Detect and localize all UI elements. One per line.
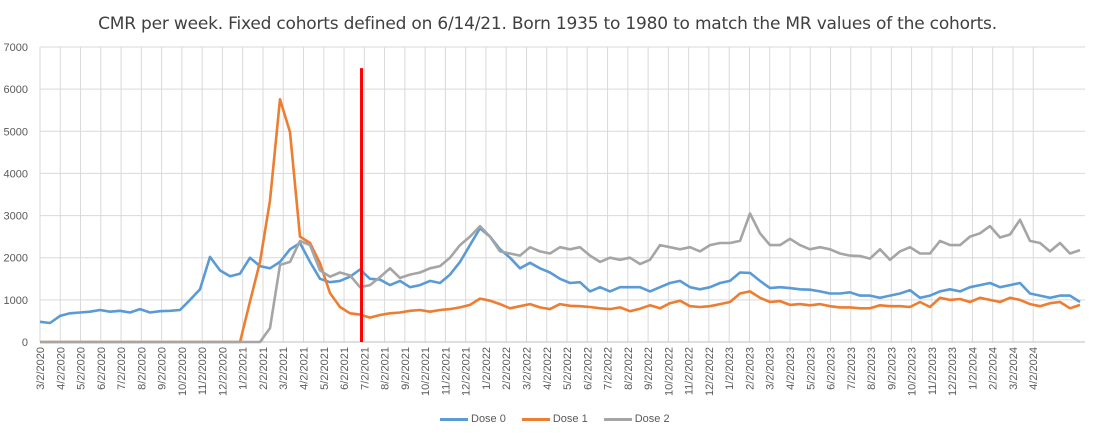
x-tick-label: 11/2/2023	[927, 347, 939, 395]
x-tick-label: 11/2/2022	[684, 347, 696, 395]
x-tick-label: 9/2/2022	[643, 347, 655, 390]
x-tick-label: 2/2/2023	[744, 347, 756, 390]
x-tick-label: 9/2/2021	[400, 347, 412, 390]
x-tick-label: 8/2/2020	[136, 347, 148, 390]
legend-item-dose-0: Dose 0	[440, 413, 506, 425]
x-tick-label: 10/2/2021	[420, 347, 432, 396]
legend-label: Dose 2	[634, 413, 670, 425]
x-tick-label: 5/2/2023	[805, 347, 817, 390]
x-tick-label: 3/2/2024	[1008, 347, 1020, 390]
legend-item-dose-1: Dose 1	[521, 413, 588, 425]
legend-swatch-dose-1	[521, 417, 550, 421]
x-tick-label: 11/2/2020	[197, 347, 209, 395]
legend-item-dose-2: Dose 2	[603, 413, 670, 425]
x-tick-label: 6/2/2023	[826, 347, 838, 390]
x-tick-label: 7/2/2021	[359, 347, 371, 390]
legend-label: Dose 1	[552, 413, 588, 425]
x-tick-label: 10/2/2020	[177, 347, 189, 396]
y-tick-label: 2000	[4, 253, 28, 265]
x-tick-label: 3/2/2022	[521, 347, 533, 390]
x-tick-label: 7/2/2022	[603, 347, 615, 390]
x-tick-label: 9/2/2020	[157, 347, 169, 390]
y-tick-label: 7000	[4, 42, 28, 54]
legend-swatch-dose-0	[440, 417, 468, 421]
x-tick-label: 6/2/2022	[582, 347, 594, 390]
x-tick-label: 6/2/2020	[96, 347, 108, 390]
x-tick-label: 12/2/2023	[947, 347, 959, 396]
x-tick-label: 1/2/2021	[238, 347, 250, 390]
gridlines	[39, 46, 1085, 343]
series-line-dose-0	[39, 226, 1081, 325]
x-tick-label: 12/2/2022	[704, 347, 716, 396]
x-tick-label: 2/2/2021	[258, 347, 270, 390]
x-tick-label: 6/2/2021	[339, 347, 351, 390]
x-tick-label: 4/2/2020	[55, 347, 67, 390]
x-tick-label: 3/2/2020	[35, 347, 47, 390]
legend-swatch-dose-2	[603, 417, 632, 421]
x-tick-label: 7/2/2023	[846, 347, 858, 390]
y-tick-label: 0	[22, 337, 28, 349]
x-tick-label: 9/2/2023	[886, 347, 898, 390]
x-tick-label: 5/2/2022	[562, 347, 574, 390]
x-tick-label: 8/2/2022	[623, 347, 635, 390]
x-tick-label: 8/2/2023	[866, 347, 878, 390]
x-tick-label: 12/2/2020	[217, 347, 229, 396]
x-tick-label: 8/2/2021	[380, 347, 392, 390]
x-tick-label: 4/2/2023	[785, 347, 797, 390]
x-tick-label: 4/2/2024	[1028, 347, 1040, 390]
x-tick-label: 7/2/2020	[116, 347, 128, 390]
x-tick-label: 5/2/2020	[76, 347, 88, 390]
x-tick-label: 10/2/2022	[663, 347, 675, 396]
x-tick-label: 11/2/2021	[440, 347, 452, 395]
x-tick-label: 4/2/2021	[299, 347, 311, 390]
series-lines	[39, 68, 1081, 344]
y-tick-label: 3000	[4, 211, 28, 223]
series-line-dose-1	[40, 98, 1081, 344]
x-tick-label: 3/2/2023	[765, 347, 777, 390]
x-tick-label: 5/2/2021	[319, 347, 331, 390]
x-tick-label: 1/2/2024	[967, 347, 979, 390]
y-tick-label: 1000	[4, 295, 28, 307]
x-axis-ticks: 3/2/2020 4/2/2020 5/2/2020 6/2/2020 7/2/2020…	[35, 347, 1040, 396]
x-tick-label: 1/2/2022	[481, 347, 493, 390]
chart-title: CMR per week. Fixed cohorts defined on 6…	[98, 14, 997, 34]
x-tick-label: 4/2/2022	[542, 347, 554, 390]
x-tick-label: 1/2/2023	[724, 347, 736, 390]
x-tick-label: 3/2/2021	[278, 347, 290, 390]
x-tick-label: 10/2/2023	[907, 347, 919, 396]
y-axis-ticks: 0 1000 2000 3000 4000 5000 6000 7000	[4, 42, 28, 349]
series-line-dose-2	[40, 212, 1081, 344]
x-tick-label: 2/2/2024	[988, 347, 1000, 390]
x-tick-label: 12/2/2021	[461, 347, 473, 396]
y-tick-label: 6000	[4, 84, 28, 96]
y-tick-label: 4000	[4, 168, 28, 180]
legend-label: Dose 0	[471, 413, 506, 425]
x-tick-label: 2/2/2022	[501, 347, 513, 390]
y-tick-label: 5000	[4, 126, 28, 138]
legend: Dose 0 Dose 1 Dose 2	[440, 413, 670, 425]
